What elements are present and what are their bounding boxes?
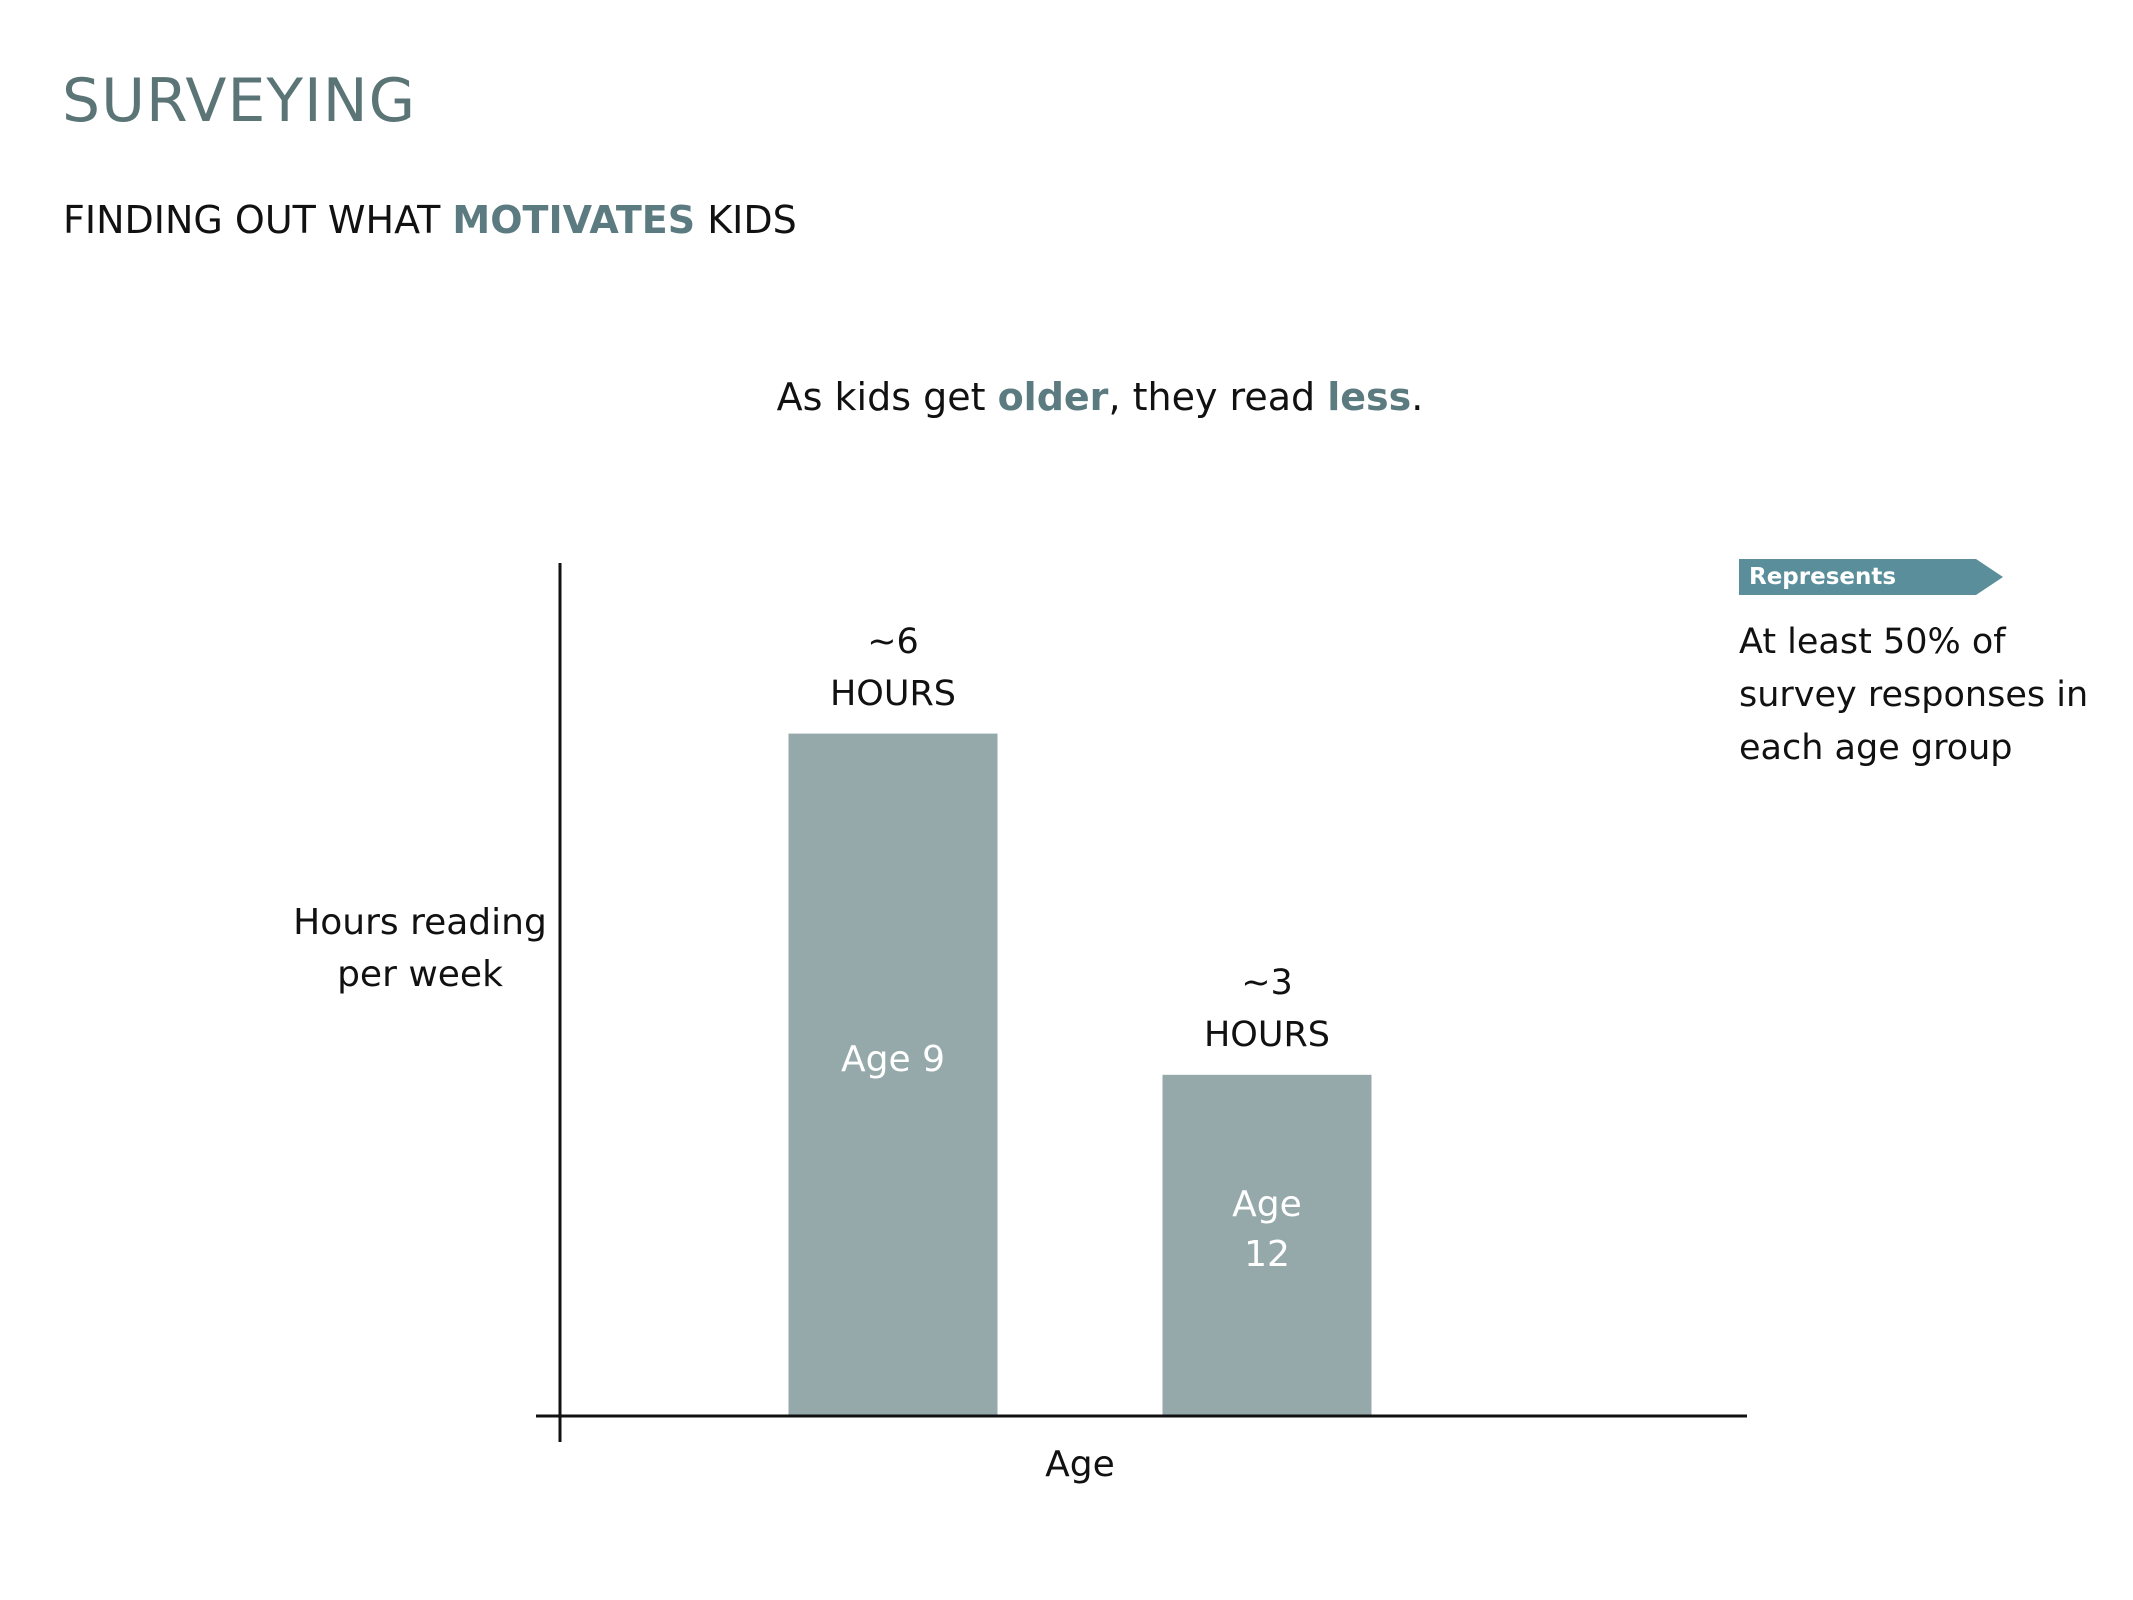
subtitle-text: KIDS [707,198,797,242]
subtitle-highlight: MOTIVATES [452,198,696,242]
chart-title: As kids get older, they read less. [0,375,2133,419]
value-label: ~6 HOURS [829,621,957,714]
subtitle-text: FINDING OUT WHAT [63,198,441,242]
bar [788,733,998,1416]
page-title: SURVEYING [62,66,417,136]
x-axis-label: Age [1045,1444,1115,1485]
category-label: Age 12 [1232,1184,1302,1276]
title-text: As kids get [776,375,986,419]
category-label: Age 9 [841,1038,945,1080]
legend-text: At least 50% of survey responses in each… [1739,622,2089,768]
title-highlight: older [997,375,1109,419]
title-text: . [1411,375,1424,419]
subtitle: FINDING OUT WHAT MOTIVATES KIDS [63,198,797,242]
bar [1162,1074,1372,1416]
title-text: , they read [1108,375,1316,419]
legend-tag [1739,559,2003,595]
legend-tag-text: Represents [1749,564,1897,590]
value-label: ~3 HOURS [1203,962,1331,1055]
y-axis-label: Hours reading per week [293,902,547,995]
title-highlight: less [1327,375,1412,419]
